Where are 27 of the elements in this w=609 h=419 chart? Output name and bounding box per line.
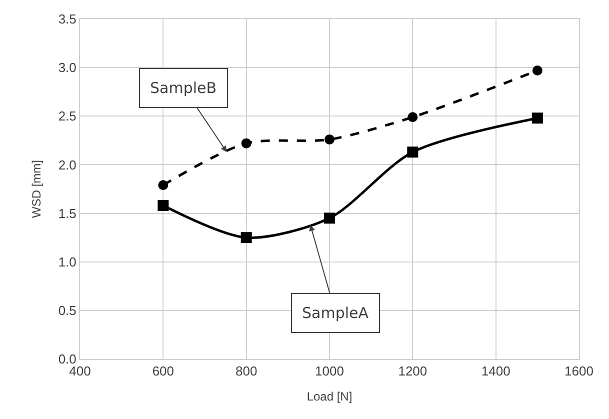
point — [158, 200, 169, 212]
annotation: SampleA — [302, 304, 370, 322]
point — [324, 134, 334, 144]
x-tick-label: 1600 — [564, 364, 594, 379]
point — [158, 180, 168, 190]
y-tick-label: 2.0 — [58, 157, 76, 172]
y-tick-label: 3.5 — [58, 12, 76, 27]
point — [240, 232, 252, 244]
point — [324, 212, 335, 224]
x-tick-label: 800 — [235, 364, 258, 379]
x-tick-label: 1200 — [398, 364, 428, 379]
point — [241, 138, 252, 148]
point — [408, 112, 418, 122]
point — [532, 65, 542, 76]
point — [532, 112, 543, 124]
x-axis-title: Load [N] — [306, 390, 352, 404]
y-tick-label: 1.0 — [58, 254, 76, 270]
point — [407, 146, 418, 158]
x-tick-label: 1000 — [315, 364, 344, 379]
y-axis-title: WSD [mm] — [30, 160, 44, 218]
y-tick-label: 0.5 — [58, 302, 76, 318]
x-tick-label: 1400 — [481, 364, 510, 379]
y-tick-label: 1.5 — [58, 206, 76, 221]
x-tick-label: 600 — [152, 364, 174, 379]
annotation: SampleB — [150, 79, 217, 97]
y-tick-label: 2.5 — [58, 108, 76, 124]
y-tick-label: 3.0 — [58, 60, 76, 76]
